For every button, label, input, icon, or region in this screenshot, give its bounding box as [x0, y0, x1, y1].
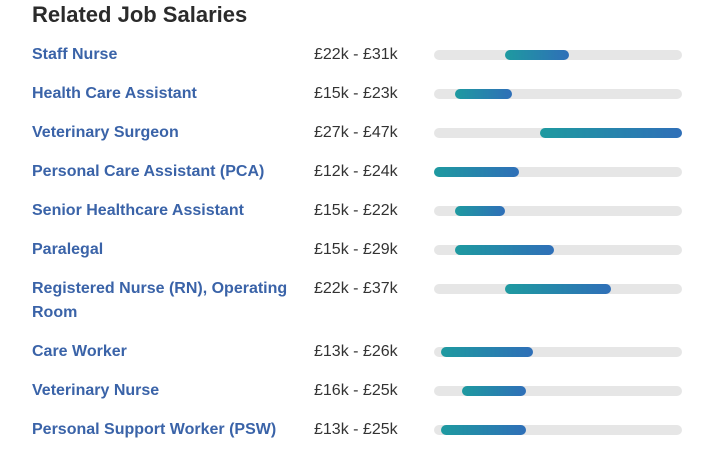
salary-bar-track — [434, 167, 682, 177]
salary-bar-track — [434, 245, 682, 255]
job-link[interactable]: Registered Nurse (RN), Operating Room — [32, 280, 288, 321]
salary-bar-fill — [540, 128, 682, 138]
salary-bar-track — [434, 50, 682, 60]
salary-bar-fill — [504, 284, 612, 294]
section-title: Related Job Salaries — [32, 2, 248, 27]
salary-range: £27k - £47k — [314, 124, 398, 141]
salary-bar-track — [434, 284, 682, 294]
job-link[interactable]: Staff Nurse — [32, 46, 118, 63]
salary-range: £15k - £22k — [314, 202, 398, 219]
job-link[interactable]: Personal Support Worker (PSW) — [32, 421, 277, 438]
salary-bar-fill — [455, 206, 505, 216]
salary-range: £22k - £37k — [314, 280, 398, 297]
salary-range: £15k - £23k — [314, 85, 398, 102]
salary-bar-track — [434, 425, 682, 435]
salary-range: £22k - £31k — [314, 46, 398, 63]
salary-bar-track — [434, 347, 682, 357]
job-link[interactable]: Care Worker — [32, 343, 127, 360]
salary-range: £12k - £24k — [314, 163, 398, 180]
job-link[interactable]: Senior Healthcare Assistant — [32, 202, 244, 219]
salary-bar-fill — [441, 347, 534, 357]
salary-bar-track — [434, 386, 682, 396]
salary-range: £16k - £25k — [314, 382, 398, 399]
salary-range: £13k - £26k — [314, 343, 398, 360]
salary-range: £15k - £29k — [314, 241, 398, 258]
job-link[interactable]: Personal Care Assistant (PCA) — [32, 163, 265, 180]
salary-bar-track — [434, 128, 682, 138]
salary-bar-fill — [434, 167, 520, 177]
salary-bar-fill — [441, 425, 527, 435]
salary-bar-track — [434, 206, 682, 216]
salary-bar-fill — [455, 245, 555, 255]
salary-bar-fill — [455, 89, 512, 99]
salary-bar-track — [434, 89, 682, 99]
salary-bar-fill — [504, 50, 569, 60]
job-link[interactable]: Paralegal — [32, 241, 104, 258]
salary-range: £13k - £25k — [314, 421, 398, 438]
job-link[interactable]: Health Care Assistant — [32, 85, 197, 102]
job-link[interactable]: Veterinary Nurse — [32, 382, 160, 399]
job-link[interactable]: Veterinary Surgeon — [32, 124, 179, 141]
salary-bar-fill — [462, 386, 527, 396]
